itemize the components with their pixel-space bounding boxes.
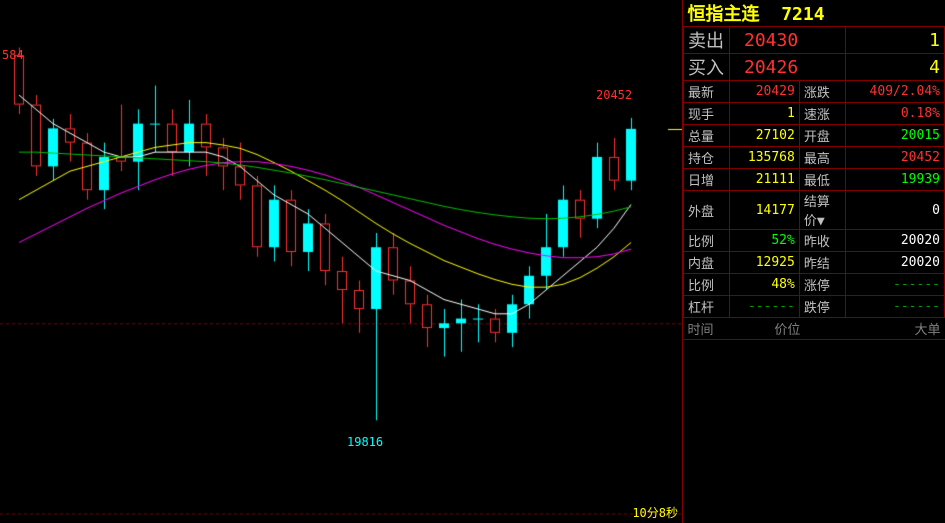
sell-label: 卖出 [684, 27, 730, 54]
instrument-name: 恒指主连 [688, 4, 760, 25]
stat-label: 持仓 [684, 147, 730, 169]
stat-value: 20020 [845, 252, 944, 274]
buy-price[interactable]: 20426 [730, 54, 846, 81]
trade-col-time: 时间 [684, 318, 730, 340]
stat-value: 21111 [730, 169, 800, 191]
stat-label: 昨结 [799, 252, 845, 274]
stat-value: 27102 [730, 125, 800, 147]
buy-label: 买入 [684, 54, 730, 81]
sell-price[interactable]: 20430 [730, 27, 846, 54]
sell-qty: 1 [845, 27, 944, 54]
stat-value: 409/2.04% [845, 81, 944, 103]
stat-label: 日增 [684, 169, 730, 191]
price-chart[interactable]: 584204521981610分8秒 [0, 0, 682, 523]
stat-value: 20452 [845, 147, 944, 169]
stat-value: 20020 [845, 230, 944, 252]
stat-label: 跌停 [799, 296, 845, 318]
stat-label: 最新 [684, 81, 730, 103]
stat-value: 19939 [845, 169, 944, 191]
trade-col-price: 价位 [730, 318, 846, 340]
stat-value: 52% [730, 230, 800, 252]
stat-value: 20015 [845, 125, 944, 147]
quote-panel: 恒指主连 7214 卖出 20430 1 买入 20426 4 最新20429涨… [682, 0, 945, 523]
stat-value: 14177 [730, 191, 800, 230]
stat-label: 总量 [684, 125, 730, 147]
stat-label: 结算价▼ [799, 191, 845, 230]
stat-value: ------ [845, 296, 944, 318]
stat-label: 比例 [684, 230, 730, 252]
stat-label: 内盘 [684, 252, 730, 274]
stat-label: 最高 [799, 147, 845, 169]
stat-value: 1 [730, 103, 800, 125]
chart-canvas [0, 0, 682, 523]
stat-value: 12925 [730, 252, 800, 274]
stat-label: 昨收 [799, 230, 845, 252]
stat-label: 比例 [684, 274, 730, 296]
stat-value: 48% [730, 274, 800, 296]
stat-value: ------ [730, 296, 800, 318]
stat-label: 现手 [684, 103, 730, 125]
stat-label: 外盘 [684, 191, 730, 230]
stat-label: 涨停 [799, 274, 845, 296]
stat-label: 速涨 [799, 103, 845, 125]
stat-value: 20429 [730, 81, 800, 103]
stat-value: 135768 [730, 147, 800, 169]
stat-label: 开盘 [799, 125, 845, 147]
instrument-code: 7214 [781, 4, 824, 25]
stat-label: 最低 [799, 169, 845, 191]
trade-col-big: 大单 [845, 318, 944, 340]
buy-qty: 4 [845, 54, 944, 81]
stat-value: 0.18% [845, 103, 944, 125]
stat-label: 涨跌 [799, 81, 845, 103]
stat-value: ------ [845, 274, 944, 296]
stat-label: 杠杆 [684, 296, 730, 318]
stat-value: 0 [845, 191, 944, 230]
